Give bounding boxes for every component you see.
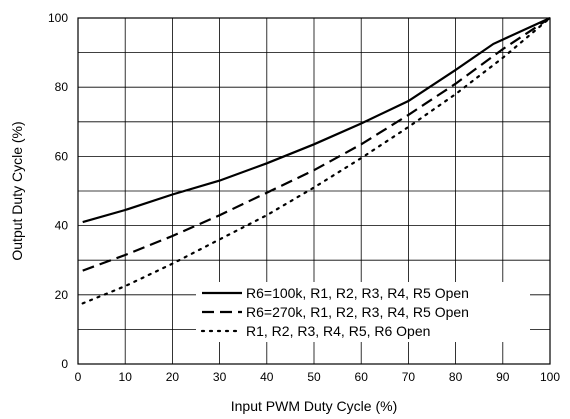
x-tick-label: 60 <box>355 370 369 384</box>
x-tick-label: 80 <box>449 370 463 384</box>
x-tick-label: 70 <box>402 370 416 384</box>
x-axis-title: Input PWM Duty Cycle (%) <box>231 398 397 414</box>
y-axis-title: Output Duty Cycle (%) <box>9 121 25 260</box>
series-group <box>81 16 552 305</box>
plot-frame <box>77 17 551 365</box>
y-tick-label: 40 <box>55 219 69 233</box>
series-line-2 <box>82 17 551 272</box>
series-line-1 <box>82 16 551 224</box>
x-tick-label: 20 <box>166 370 180 384</box>
x-tick-label: 0 <box>75 370 82 384</box>
x-tick-label: 30 <box>213 370 227 384</box>
x-tick-label: 10 <box>119 370 133 384</box>
y-tick-label: 100 <box>48 11 68 25</box>
y-tick-label: 80 <box>55 80 69 94</box>
y-tick-label: 0 <box>61 357 68 371</box>
x-tick-label: 50 <box>307 370 321 384</box>
legend: R6=100k, R1, R2, R3, R4, R5 Open R6=270k,… <box>196 282 530 342</box>
legend-box <box>196 282 530 342</box>
legend-items: R6=100k, R1, R2, R3, R4, R5 Open R6=270k,… <box>200 285 469 339</box>
legend-label: R6=270k, R1, R2, R3, R4, R5 Open <box>246 304 469 320</box>
y-tick-labels: 0 20 40 60 80 100 <box>48 11 68 371</box>
legend-label: R1, R2, R3, R4, R5, R6 Open <box>246 323 430 339</box>
x-tick-labels: 0 10 20 30 40 50 60 70 80 90 100 <box>75 370 561 384</box>
x-tick-label: 90 <box>496 370 510 384</box>
x-tick-label: 40 <box>260 370 274 384</box>
legend-label: R6=100k, R1, R2, R3, R4, R5 Open <box>246 285 469 301</box>
series-line-3 <box>81 16 552 305</box>
x-tick-label: 100 <box>540 370 560 384</box>
y-tick-label: 60 <box>55 149 69 163</box>
y-tick-label: 20 <box>55 288 69 302</box>
